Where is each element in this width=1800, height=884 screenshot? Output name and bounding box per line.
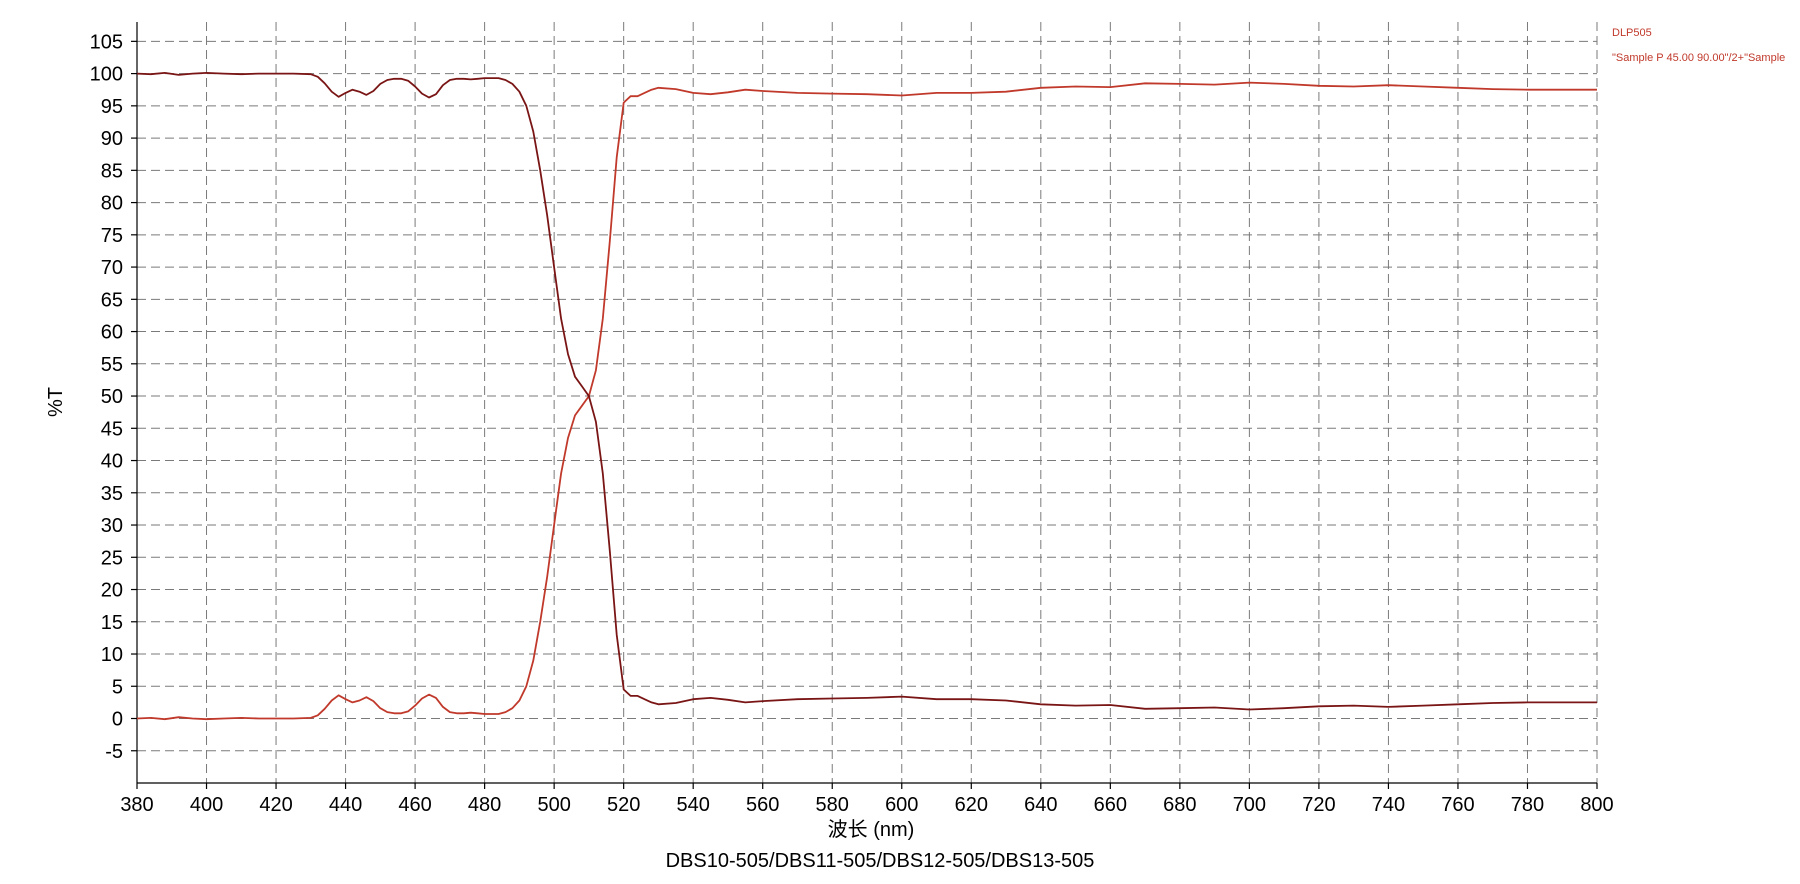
legend: DLP505 "Sample P 45.00 90.00"/2+"Sample bbox=[1612, 27, 1785, 64]
legend-entry-1: DLP505 bbox=[1612, 27, 1652, 39]
y-tick-label: 15 bbox=[101, 612, 123, 634]
x-tick-label: 380 bbox=[120, 794, 153, 816]
y-tick-label: 10 bbox=[101, 644, 123, 666]
y-tick-label: 40 bbox=[101, 451, 123, 473]
x-tick-label: 440 bbox=[329, 794, 362, 816]
y-tick-label: 5 bbox=[112, 676, 123, 698]
series-line-2 bbox=[136, 72, 1597, 711]
y-tick-label: 45 bbox=[101, 418, 123, 440]
x-tick-labels: 380 400 420 440 460 480 500 520 540 560 580 600 620 6… bbox=[120, 794, 1613, 816]
x-tick-label: 460 bbox=[398, 794, 431, 816]
y-tick-label: 80 bbox=[101, 193, 123, 215]
series-line-1 bbox=[136, 81, 1597, 721]
y-tick-label: 95 bbox=[101, 96, 123, 118]
chart-title: DBS10-505/DBS11-505/DBS12-505/DBS13-505 bbox=[666, 850, 1095, 872]
y-axis-label: %T bbox=[45, 387, 67, 417]
y-tick-labels: -5 0 5 10 15 20 25 30 35 40 45 50 55 60 65 70 75 80 85 90 95… bbox=[90, 31, 123, 762]
series-lines bbox=[136, 72, 1597, 721]
x-tick-label: 520 bbox=[607, 794, 640, 816]
x-tick-label: 640 bbox=[1024, 794, 1057, 816]
x-axis-label: 波长 (nm) bbox=[828, 818, 915, 841]
y-tick-label: 75 bbox=[101, 225, 123, 247]
x-tick-label: 400 bbox=[190, 794, 223, 816]
y-tick-label: 20 bbox=[101, 580, 123, 602]
x-tick-label: 480 bbox=[468, 794, 501, 816]
axes bbox=[131, 22, 1598, 789]
y-tick-label: 30 bbox=[101, 515, 123, 537]
y-tick-label: 70 bbox=[101, 257, 123, 279]
y-tick-label: 25 bbox=[101, 547, 123, 569]
y-tick-label: 100 bbox=[90, 64, 123, 86]
x-tick-label: 620 bbox=[955, 794, 988, 816]
y-tick-label: 90 bbox=[101, 128, 123, 150]
y-tick-label: 35 bbox=[101, 483, 123, 505]
x-tick-label: 760 bbox=[1441, 794, 1474, 816]
y-tick-label: 55 bbox=[101, 354, 123, 376]
x-tick-label: 600 bbox=[885, 794, 918, 816]
x-tick-label: 580 bbox=[816, 794, 849, 816]
y-tick-label: 105 bbox=[90, 31, 123, 53]
x-tick-label: 800 bbox=[1580, 794, 1613, 816]
x-tick-label: 720 bbox=[1302, 794, 1335, 816]
x-tick-label: 420 bbox=[259, 794, 292, 816]
x-tick-label: 700 bbox=[1233, 794, 1266, 816]
x-tick-label: 780 bbox=[1511, 794, 1544, 816]
y-tick-label: 60 bbox=[101, 322, 123, 344]
grid bbox=[137, 22, 1598, 783]
y-tick-label: 85 bbox=[101, 160, 123, 182]
y-tick-label: -5 bbox=[105, 741, 123, 763]
y-tick-label: 50 bbox=[101, 386, 123, 408]
x-tick-label: 680 bbox=[1163, 794, 1196, 816]
x-tick-label: 500 bbox=[537, 794, 570, 816]
x-tick-label: 540 bbox=[677, 794, 710, 816]
y-tick-label: 0 bbox=[112, 709, 123, 731]
x-tick-label: 560 bbox=[746, 794, 779, 816]
x-tick-label: 740 bbox=[1372, 794, 1405, 816]
y-tick-label: 65 bbox=[101, 289, 123, 311]
legend-entry-2: "Sample P 45.00 90.00"/2+"Sample bbox=[1612, 52, 1785, 64]
x-tick-label: 660 bbox=[1094, 794, 1127, 816]
